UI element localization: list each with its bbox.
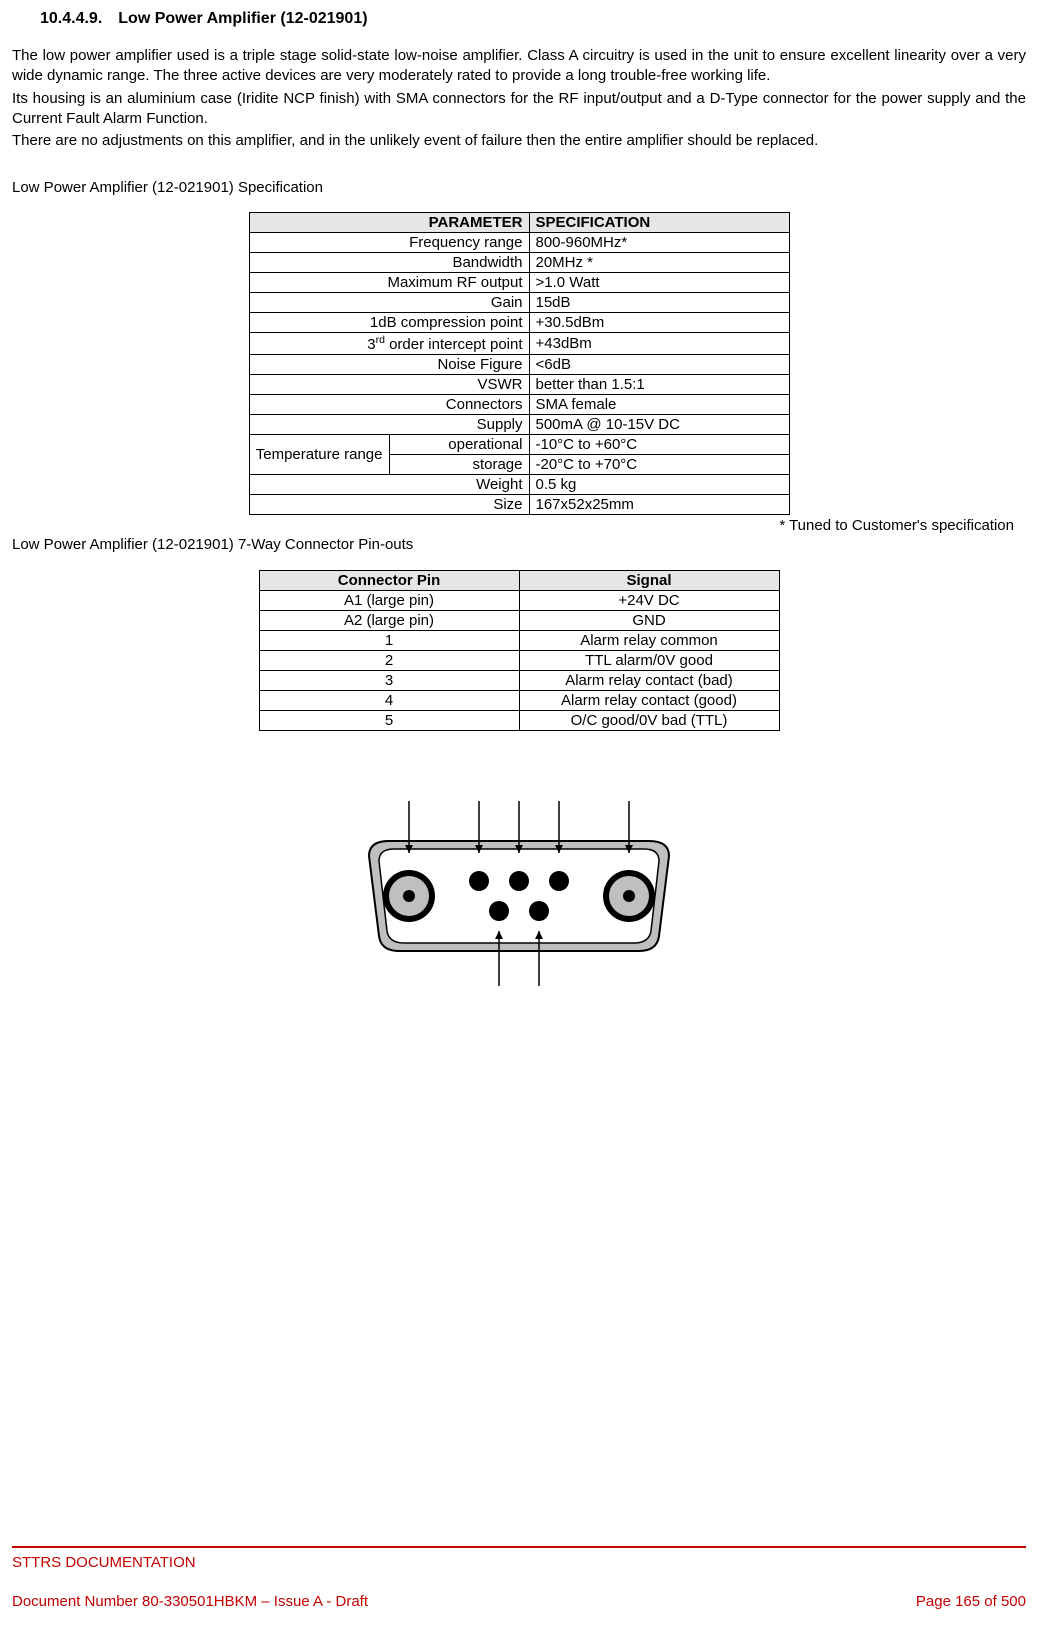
spec-cell: +30.5dBm	[529, 313, 789, 333]
pin-cell: A2 (large pin)	[259, 611, 519, 631]
paragraph: There are no adjustments on this amplifi…	[12, 131, 1026, 151]
section-heading: 10.4.4.9. Low Power Amplifier (12-021901…	[40, 10, 1026, 28]
connector-diagram	[339, 771, 699, 1001]
spec-cell: >1.0 Watt	[529, 273, 789, 293]
table-row: Noise Figure<6dB	[249, 355, 789, 375]
paragraph: The low power amplifier used is a triple…	[12, 46, 1026, 87]
spec-cell: -10°C to +60°C	[529, 435, 789, 455]
param-cell: Size	[249, 495, 529, 515]
pin-cell: 5	[259, 711, 519, 731]
signal-cell: Alarm relay contact (bad)	[519, 671, 779, 691]
header-specification: SPECIFICATION	[529, 213, 789, 233]
spec-cell: 20MHz *	[529, 253, 789, 273]
table-row: Bandwidth20MHz *	[249, 253, 789, 273]
table-row: 2TTL alarm/0V good	[259, 651, 779, 671]
intro-paragraphs: The low power amplifier used is a triple…	[12, 46, 1026, 151]
spec-cell: 167x52x25mm	[529, 495, 789, 515]
table-header-row: PARAMETER SPECIFICATION	[249, 213, 789, 233]
pin-cell: 2	[259, 651, 519, 671]
param-cell: 3rd order intercept point	[249, 333, 529, 355]
footer-doc-number: Document Number 80-330501HBKM – Issue A …	[12, 1593, 368, 1610]
pin-cell: 3	[259, 671, 519, 691]
table-row: Gain15dB	[249, 293, 789, 313]
spec-cell: 15dB	[529, 293, 789, 313]
param-cell: Connectors	[249, 395, 529, 415]
param-cell: Noise Figure	[249, 355, 529, 375]
spec-cell: -20°C to +70°C	[529, 455, 789, 475]
footer-rule	[12, 1546, 1026, 1548]
param-cell: Bandwidth	[249, 253, 529, 273]
spec-table-label: Low Power Amplifier (12-021901) Specific…	[12, 179, 1026, 196]
signal-cell: GND	[519, 611, 779, 631]
pin-cell: A1 (large pin)	[259, 591, 519, 611]
table-row: 1Alarm relay common	[259, 631, 779, 651]
table-row: Weight0.5 kg	[249, 475, 789, 495]
pin-cell: 4	[259, 691, 519, 711]
pinout-table: Connector Pin Signal A1 (large pin)+24V …	[259, 570, 780, 731]
table-row: Temperature rangeoperational-10°C to +60…	[249, 435, 789, 455]
signal-cell: O/C good/0V bad (TTL)	[519, 711, 779, 731]
param-cell: 1dB compression point	[249, 313, 529, 333]
table-row: 1dB compression point+30.5dBm	[249, 313, 789, 333]
spec-cell: SMA female	[529, 395, 789, 415]
param-cell: Maximum RF output	[249, 273, 529, 293]
param-cell: Supply	[249, 415, 529, 435]
spec-cell: <6dB	[529, 355, 789, 375]
table-row: Frequency range800-960MHz*	[249, 233, 789, 253]
header-signal: Signal	[519, 571, 779, 591]
param-cell: Weight	[249, 475, 529, 495]
paragraph: Its housing is an aluminium case (Iridit…	[12, 89, 1026, 130]
param-cell: VSWR	[249, 375, 529, 395]
signal-cell: Alarm relay common	[519, 631, 779, 651]
table-row: 5O/C good/0V bad (TTL)	[259, 711, 779, 731]
spec-cell: +43dBm	[529, 333, 789, 355]
param-cell: Gain	[249, 293, 529, 313]
table-row: A2 (large pin)GND	[259, 611, 779, 631]
footer-page-number: Page 165 of 500	[916, 1593, 1026, 1610]
param-subcell: operational	[389, 435, 529, 455]
spec-cell: 800-960MHz*	[529, 233, 789, 253]
table-row: 3Alarm relay contact (bad)	[259, 671, 779, 691]
table-row: Size167x52x25mm	[249, 495, 789, 515]
param-subcell: storage	[389, 455, 529, 475]
param-cell: Temperature range	[249, 435, 389, 475]
table-row: ConnectorsSMA female	[249, 395, 789, 415]
spec-cell: better than 1.5:1	[529, 375, 789, 395]
page-footer: STTRS DOCUMENTATION Document Number 80-3…	[12, 1546, 1026, 1610]
table-row: VSWRbetter than 1.5:1	[249, 375, 789, 395]
table-header-row: Connector Pin Signal	[259, 571, 779, 591]
header-connector-pin: Connector Pin	[259, 571, 519, 591]
table-row: 4Alarm relay contact (good)	[259, 691, 779, 711]
spec-cell: 0.5 kg	[529, 475, 789, 495]
table-row: Maximum RF output>1.0 Watt	[249, 273, 789, 293]
spec-cell: 500mA @ 10-15V DC	[529, 415, 789, 435]
signal-cell: TTL alarm/0V good	[519, 651, 779, 671]
table-row: Supply500mA @ 10-15V DC	[249, 415, 789, 435]
specification-table: PARAMETER SPECIFICATION Frequency range8…	[249, 212, 790, 515]
pin-cell: 1	[259, 631, 519, 651]
table-row: A1 (large pin)+24V DC	[259, 591, 779, 611]
param-cell: Frequency range	[249, 233, 529, 253]
pinout-table-label: Low Power Amplifier (12-021901) 7-Way Co…	[12, 536, 1026, 553]
signal-cell: Alarm relay contact (good)	[519, 691, 779, 711]
header-parameter: PARAMETER	[249, 213, 529, 233]
table-row: 3rd order intercept point+43dBm	[249, 333, 789, 355]
spec-footnote: * Tuned to Customer's specification	[12, 517, 1014, 534]
footer-title: STTRS DOCUMENTATION	[12, 1554, 1026, 1571]
signal-cell: +24V DC	[519, 591, 779, 611]
